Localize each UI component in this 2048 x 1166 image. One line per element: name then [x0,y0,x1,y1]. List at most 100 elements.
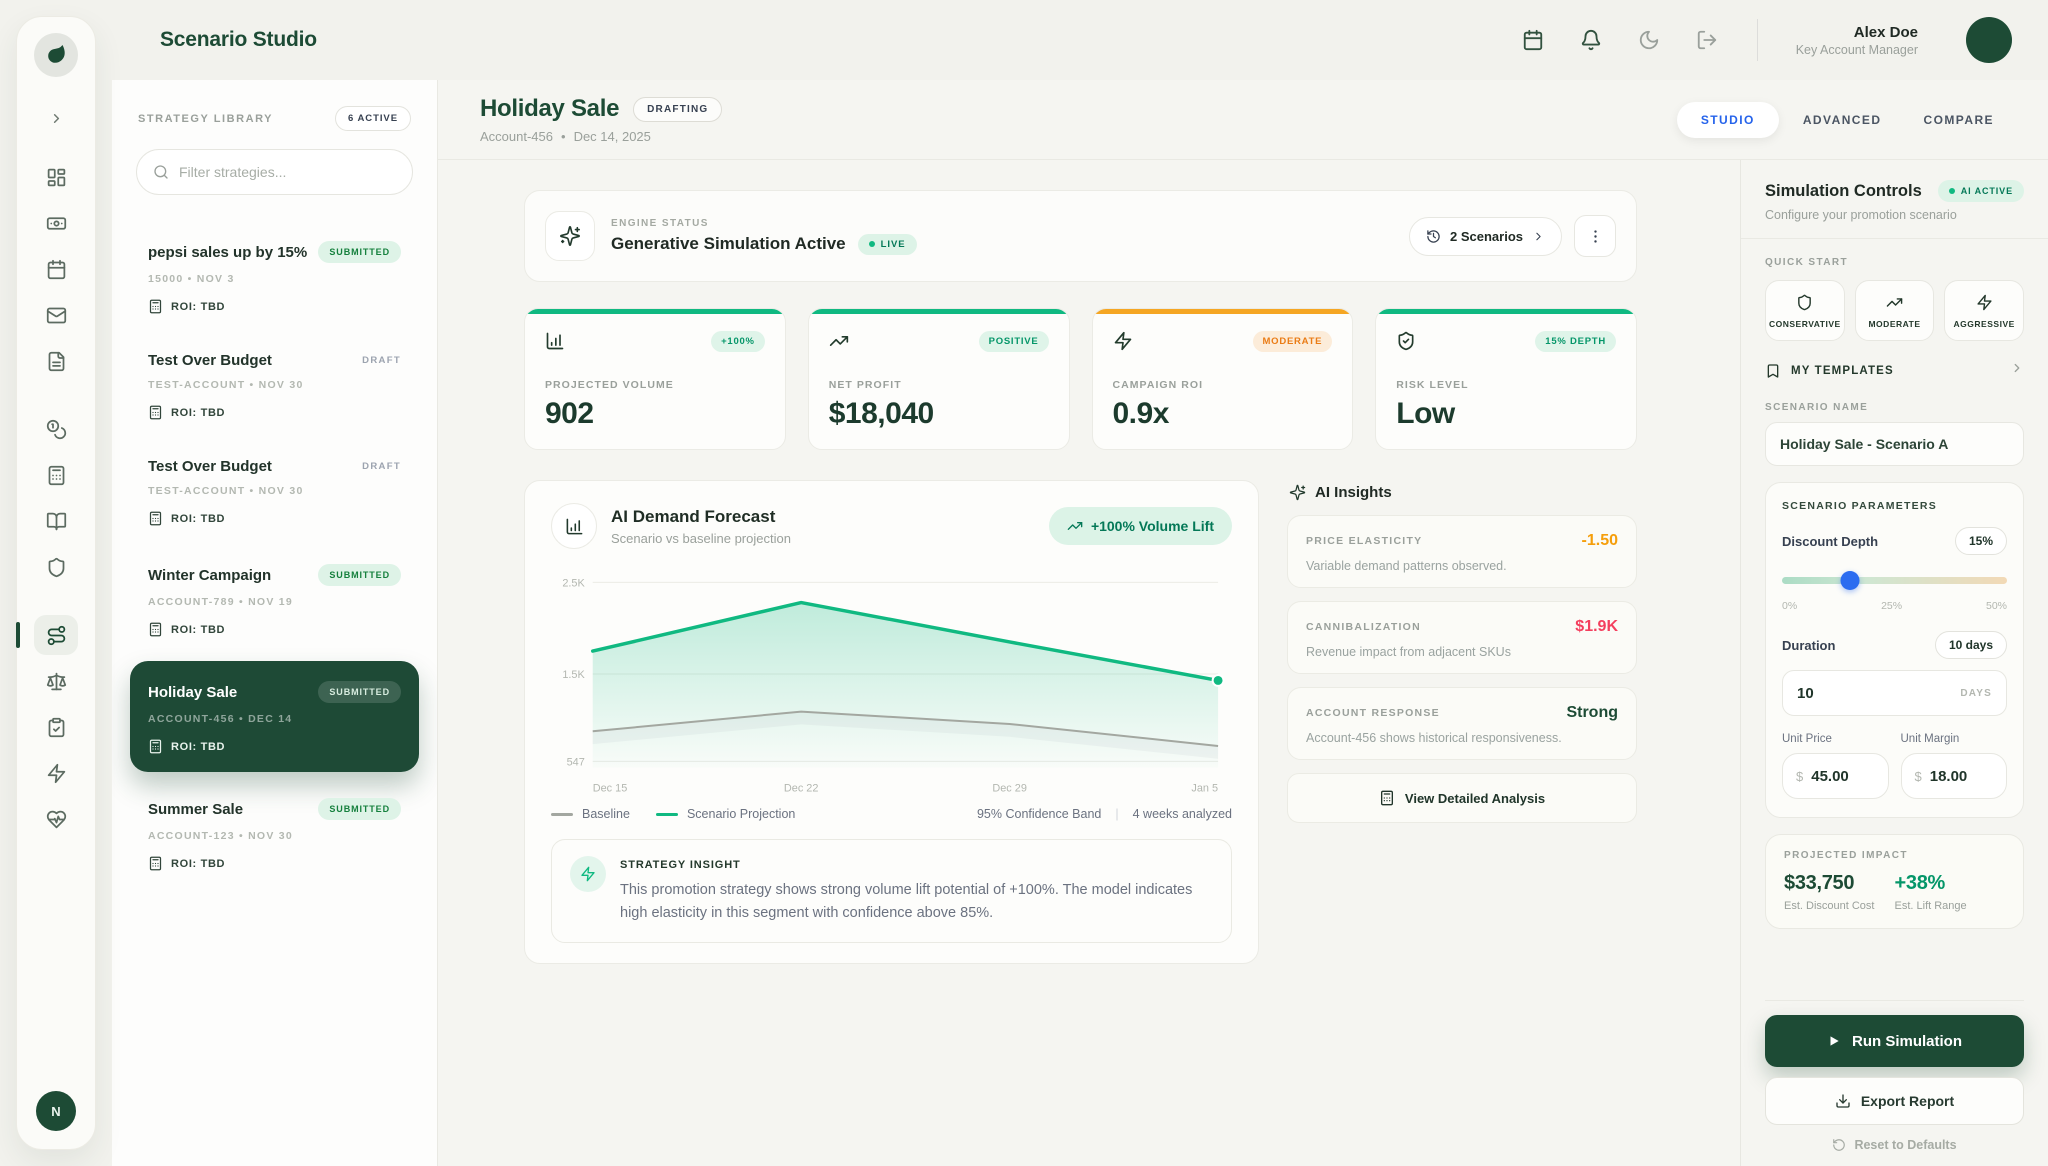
reset-to-defaults-button[interactable]: Reset to Defaults [1765,1138,2024,1152]
filter-strategies-input[interactable] [179,164,396,180]
rail-item-automations[interactable] [34,753,78,793]
scenarios-button[interactable]: 2 Scenarios [1409,216,1562,256]
kpi-net-profit: POSITIVE NET PROFIT $18,040 [807,308,1070,450]
scale-mid: 25% [1881,600,1903,612]
discount-slider-thumb[interactable] [1840,571,1859,590]
rail-item-compliance[interactable] [34,661,78,701]
run-simulation-button[interactable]: Run Simulation [1765,1015,2024,1067]
list-item-strategy[interactable]: pepsi sales up by 15% SUBMITTED 15000 • N… [130,221,419,332]
rail-item-tasks[interactable] [34,707,78,747]
controls-footer: Run Simulation Export Report Reset to De… [1765,1000,2024,1152]
svg-text:547: 547 [567,756,585,768]
rail-item-security[interactable] [34,547,78,587]
filter-strategies-field[interactable] [136,149,413,195]
list-item-strategy[interactable]: Winter Campaign SUBMITTED ACCOUNT-789 • N… [130,544,419,655]
svg-text:Dec 29: Dec 29 [992,782,1027,794]
unit-margin-input[interactable] [1929,767,1993,785]
insight-price-elasticity: PRICE ELASTICITY -1.50 Variable demand p… [1287,515,1637,588]
quick-start-label: QUICK START [1765,257,1848,268]
tab-compare[interactable]: COMPARE [1923,112,1994,127]
shield-icon [48,557,64,577]
sparkles-icon [545,211,595,261]
rail-footer-avatar[interactable]: N [36,1091,76,1131]
engine-status-label: ENGINE STATUS [611,217,709,229]
search-icon [154,165,168,179]
zap-icon [570,856,606,893]
bell-icon[interactable] [1579,28,1603,52]
unit-margin-field: $ [1900,753,2007,799]
kpi-campaign-roi: MODERATE CAMPAIGN ROI 0.9x [1091,308,1354,450]
avatar[interactable] [1966,17,2012,63]
breadcrumb-account: Account-456 [480,129,553,144]
columns: STRATEGY LIBRARY 6 ACTIVE pepsi sales up… [112,80,2048,1166]
more-menu-button[interactable] [1574,215,1616,257]
strategy-list: pepsi sales up by 15% SUBMITTED 15000 • N… [112,205,437,905]
rail-item-documents[interactable] [34,341,78,381]
app-logo[interactable] [34,33,78,77]
insight-account-response: ACCOUNT RESPONSE Strong Account-456 show… [1287,687,1637,760]
insight-card-label: CANNIBALIZATION [1306,621,1421,633]
list-item-strategy[interactable]: Summer Sale SUBMITTED ACCOUNT-123 • NOV 3… [130,778,419,889]
rail-item-coins[interactable] [34,409,78,449]
chart-notes: 95% Confidence Band | 4 weeks analyzed [977,807,1232,821]
strategy-meta: ACCOUNT-456 • DEC 14 [148,713,293,725]
svg-text:1.5K: 1.5K [562,669,585,681]
tab-studio[interactable]: STUDIO [1676,101,1779,138]
rail-item-mail[interactable] [34,295,78,335]
logout-icon[interactable] [1695,28,1719,52]
page-title: Holiday Sale [480,95,620,122]
rail-item-health[interactable] [34,799,78,839]
engine-status-title: Generative Simulation Active [611,234,846,253]
rail-item-calculator[interactable] [34,455,78,495]
rotate-ccw-icon [1833,1139,1846,1151]
unit-price-input[interactable] [1811,767,1875,785]
expand-rail-button[interactable] [49,111,64,131]
calendar-icon[interactable] [1521,28,1545,52]
kpi-accent-bar [808,309,1069,314]
strategy-name: pepsi sales up by 15% [148,243,308,261]
preset-conservative-button[interactable]: CONSERVATIVE [1765,280,1845,341]
strategy-roi: ROI: TBD [171,512,226,525]
kpi-value: $18,040 [828,397,934,430]
discount-depth-slider[interactable] [1782,571,2007,590]
rail-item-scenario-flow[interactable] [16,615,78,655]
rail-item-calendar[interactable] [34,249,78,289]
rail-item-finance[interactable] [34,203,78,243]
rail-item-knowledge[interactable] [34,501,78,541]
strategy-meta: 15000 • NOV 3 [148,273,235,285]
strategy-roi: ROI: TBD [171,406,226,419]
svg-text:Jan 5: Jan 5 [1191,782,1218,794]
scenario-name-input[interactable] [1765,422,2024,466]
export-report-button[interactable]: Export Report [1765,1077,2024,1125]
topbar-actions: Alex Doe Key Account Manager [1521,17,2012,63]
moon-icon[interactable] [1637,28,1661,52]
shield-icon [1798,294,1812,311]
more-vertical-icon [1593,229,1597,243]
status-badge: SUBMITTED [318,798,401,820]
list-item-strategy[interactable]: Test Over Budget DRAFT TEST-ACCOUNT • NOV… [130,438,419,544]
svg-text:2.5K: 2.5K [562,577,585,589]
zap-icon [1114,331,1131,351]
unit-price-field: $ [1782,753,1889,799]
main-header: Holiday Sale DRAFTING Account-456 • Dec … [438,80,2048,160]
content-area: ENGINE STATUS Generative Simulation Acti… [438,160,1740,1166]
tab-advanced[interactable]: ADVANCED [1802,112,1882,127]
strategy-roi: ROI: TBD [171,623,226,636]
duration-input[interactable] [1797,684,1914,702]
view-detailed-analysis-button[interactable]: View Detailed Analysis [1287,773,1637,823]
topbar-divider [1756,19,1758,61]
list-item-strategy[interactable]: Test Over Budget DRAFT TEST-ACCOUNT • NOV… [130,332,419,438]
mail-icon [46,307,66,323]
list-item-strategy-selected[interactable]: Holiday Sale SUBMITTED ACCOUNT-456 • DEC … [130,661,419,772]
preset-aggressive-button[interactable]: AGGRESSIVE [1944,280,2025,341]
preset-moderate-button[interactable]: MODERATE [1854,280,1935,341]
rail-item-dashboard[interactable] [34,157,78,197]
forecast-chart-card: AI Demand Forecast Scenario vs baseline … [524,480,1259,964]
my-templates-row[interactable]: MY TEMPLATES [1765,361,2024,380]
currency-prefix: $ [1914,768,1922,784]
breadcrumb-date: Dec 14, 2025 [573,129,651,144]
status-badge: DRAFT [362,355,401,366]
svg-text:Dec 15: Dec 15 [593,782,628,794]
kpi-accent-bar [1376,309,1636,314]
engine-status-text: ENGINE STATUS Generative Simulation Acti… [611,218,917,255]
